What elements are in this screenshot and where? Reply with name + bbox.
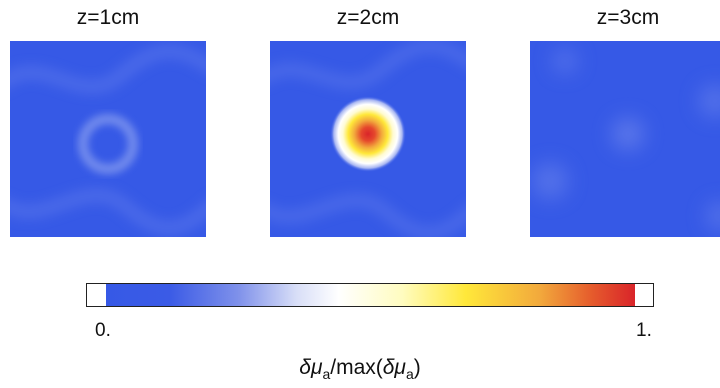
subscript-1: a (322, 366, 331, 383)
subscript-2: a (405, 366, 414, 383)
delta-symbol-2: δ (382, 356, 395, 379)
panel-title-z3: z=3cm (596, 6, 660, 29)
panel-title-z1: z=1cm (76, 6, 140, 29)
colorbar-axis-label: δμa/max(δμa) (0, 356, 720, 382)
panel-title-z2: z=2cm (336, 6, 400, 29)
ring-artifact (78, 114, 138, 174)
diffuse-artifacts (532, 49, 720, 230)
mu-symbol-1: μ (310, 356, 323, 379)
mu-symbol-2: μ (394, 356, 406, 379)
colorbar (86, 283, 654, 307)
image-panel-z2 (270, 41, 466, 237)
colorbar-gradient (106, 284, 635, 306)
image-panel-z3 (530, 41, 720, 237)
colorbar-min-label: 0. (95, 320, 111, 341)
colorbar-max-label: 1. (636, 320, 652, 341)
target-blob (330, 96, 406, 172)
wave-artifacts (270, 41, 466, 237)
wave-artifacts (10, 46, 206, 233)
label-middle: /max( (330, 356, 383, 379)
label-end: ) (413, 356, 421, 379)
image-panel-z1 (10, 41, 206, 237)
delta-symbol-1: δ (299, 356, 311, 379)
